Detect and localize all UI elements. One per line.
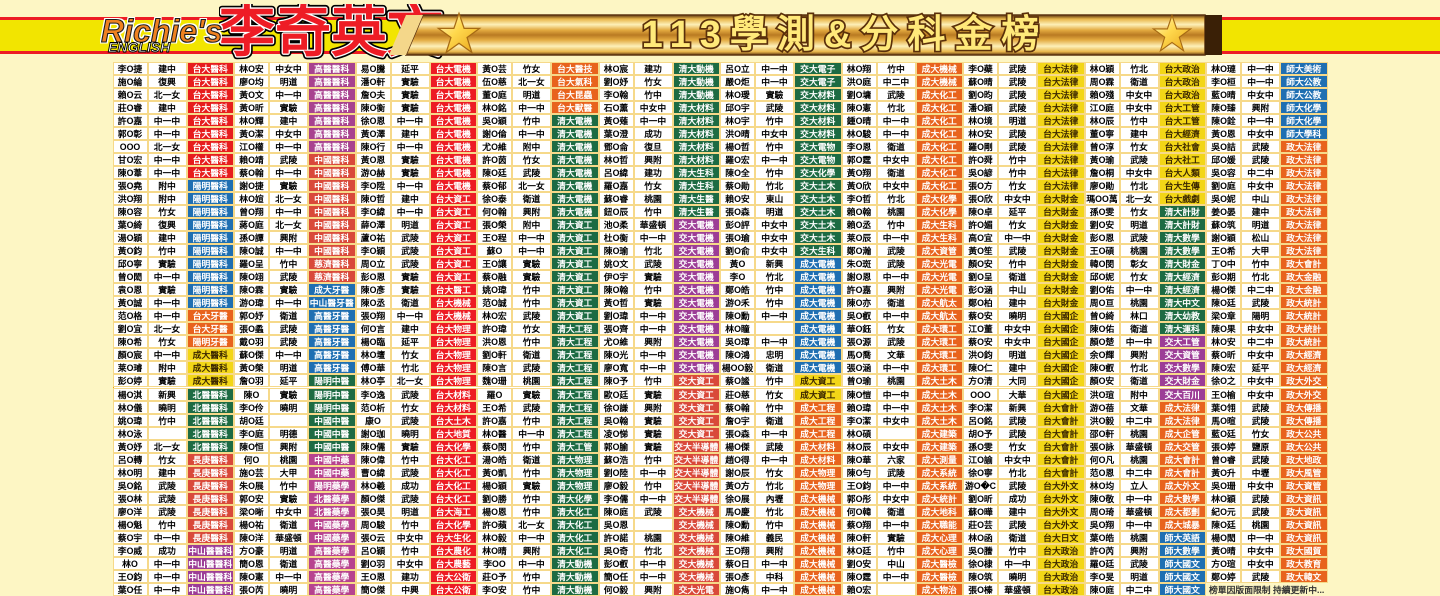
svg-text:113學測&分科金榜: 113學測&分科金榜: [642, 13, 1049, 56]
